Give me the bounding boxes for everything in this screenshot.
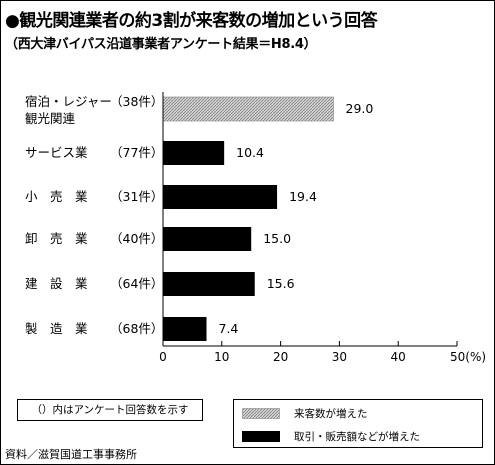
value-label-2: 19.4	[289, 189, 317, 204]
x-tick-label-2: 20	[273, 350, 288, 364]
legend-label-increase-sales: 取引・販売額などが増えた	[294, 430, 420, 443]
category-label-5: 製 造 業	[25, 321, 88, 336]
chart-subtitle: （西大津バイパス沿道事業者アンケート結果＝H8.4）	[5, 37, 317, 52]
legend-note: （）内はアンケート回答数を示す	[17, 399, 203, 421]
value-label-0: 29.0	[346, 101, 374, 116]
category-count-4: （64件）	[110, 276, 163, 291]
legend-swatch-solid	[242, 430, 280, 442]
value-label-4: 15.6	[267, 276, 295, 291]
chart-title: ●観光関連業者の約3割が来客数の増加という回答	[5, 11, 378, 31]
category-count-3: （40件）	[110, 231, 163, 246]
source-note: 資料／滋賀国道工事事務所	[5, 448, 137, 461]
x-tick-label-1: 10	[214, 350, 229, 364]
bar-1	[163, 141, 225, 165]
x-tick-label-3: 30	[332, 350, 347, 364]
category-count-2: （31件）	[110, 189, 163, 204]
value-label-1: 10.4	[236, 145, 264, 160]
category-label-0: 宿泊・レジャー	[25, 94, 112, 109]
category-label-1: サービス業	[25, 145, 88, 160]
bar-3	[163, 227, 252, 251]
legend-item-increase-customers: 来客数が増えた	[242, 406, 368, 420]
legend: 来客数が増えた 取引・販売額などが増えた	[233, 399, 483, 448]
value-label-5: 7.4	[219, 321, 239, 336]
bar-4	[163, 272, 255, 296]
x-tick-label-5: 50(%)	[450, 350, 486, 364]
legend-label-increase-customers: 来客数が増えた	[294, 407, 368, 420]
bar-0	[162, 96, 334, 122]
x-tick-label-4: 40	[391, 350, 406, 364]
category-count-5: （68件）	[110, 321, 163, 336]
bar-5	[163, 317, 207, 341]
category-label-0-line2: 観光関連	[25, 111, 76, 126]
category-label-3: 卸 売 業	[25, 231, 88, 246]
category-count-1: （77件）	[110, 145, 163, 160]
category-label-2: 小 売 業	[25, 189, 88, 204]
category-count-0: （38件）	[110, 94, 163, 109]
category-label-4: 建 設 業	[25, 276, 88, 291]
x-tick-label-0: 0	[159, 350, 167, 364]
bar-2	[163, 185, 278, 209]
legend-item-increase-sales: 取引・販売額などが増えた	[242, 429, 420, 443]
legend-swatch-hatched	[242, 407, 280, 419]
value-label-3: 15.0	[263, 231, 291, 246]
